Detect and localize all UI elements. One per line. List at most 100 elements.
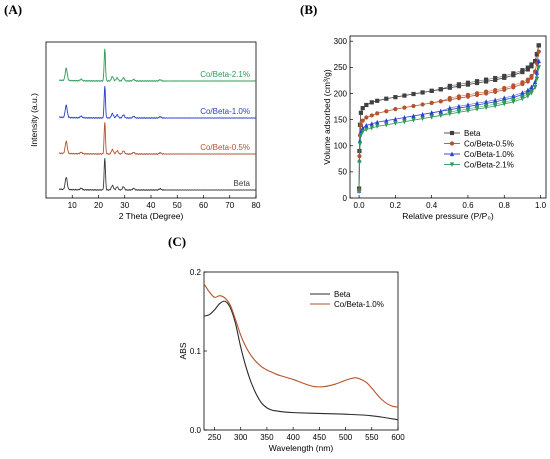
xrd-line-co-beta-2-1 (58, 48, 257, 82)
isotherm-point-co-beta-0-5 (393, 107, 398, 112)
xrd-x-tick-label: 30 (120, 201, 129, 210)
isotherm-desorption-point-co-beta-2-1 (520, 94, 525, 100)
isotherm-desorption-point-beta (502, 73, 507, 79)
xrd-x-tick-label: 80 (252, 201, 261, 210)
isotherm-desorption-point-co-beta-0-5 (429, 100, 434, 105)
isotherm-point-co-beta-0-5 (369, 113, 374, 118)
isotherm-desorption-point-co-beta-1-0 (536, 58, 541, 64)
isotherm-legend-label-co-beta-1-0: Co/Beta-1.0% (464, 150, 514, 159)
uvvis-ticks: 0.0 0.1 0.2 250 300 350 400 450 500 550 600 (190, 268, 405, 442)
isotherm-desorption-point-beta (529, 62, 534, 67)
isotherm-desorption-point-co-beta-2-1 (429, 114, 434, 120)
isotherm-point-co-beta-2-1 (411, 118, 416, 123)
panel-c-label: (C) (168, 234, 186, 249)
uvvis-plot-frame (203, 271, 399, 431)
isotherm-point-co-beta-0-5 (420, 102, 425, 107)
isotherm-desorption-point-co-beta-1-0 (511, 93, 516, 98)
xrd-x-ticks: 10 20 30 40 50 60 70 80 (68, 195, 261, 210)
isotherm-legend-marker-co-beta-2-1 (449, 162, 455, 167)
isotherm-point-co-beta-2-1 (358, 133, 363, 138)
isotherm-desorption-point-co-beta-2-1 (456, 108, 461, 113)
xrd-line-beta (58, 158, 257, 191)
isotherm-y-tick-label: 250 (334, 63, 348, 72)
uvvis-x-tick-label: 450 (313, 433, 327, 442)
isotherm-point-beta (369, 100, 374, 105)
uvvis-x-tick-label: 600 (391, 433, 405, 442)
uvvis-line-co-beta-1-0 (203, 283, 399, 408)
isotherm-point-co-beta-1-0 (360, 125, 365, 131)
isotherm-desorption-point-co-beta-2-1 (502, 100, 507, 105)
isotherm-x-axis-title: Relative pressure (P/P₀) (402, 211, 494, 221)
isotherm-desorption-point-co-beta-0-5 (529, 73, 534, 79)
uvvis-chart: 0.0 0.1 0.2 250 300 350 400 450 500 550 600 BetaCo… (178, 268, 405, 453)
isotherm-y-tick-label: 100 (334, 142, 348, 151)
isotherm-desorption-point-beta (534, 52, 540, 57)
isotherm-desorption-point-co-beta-2-1 (474, 105, 480, 110)
xrd-series-group (58, 48, 257, 191)
isotherm-desorption-point-co-beta-2-1 (493, 102, 498, 107)
isotherm-ticks: 0 50 100 150 200 250 300 0.0 0.2 0.4 0.6 0.8 1.0 (334, 37, 547, 210)
isotherm-point-co-beta-2-1 (384, 122, 389, 128)
isotherm-desorption-point-co-beta-0-5 (465, 92, 471, 97)
isotherm-desorption-point-co-beta-0-5 (456, 94, 461, 99)
isotherm-desorption-point-co-beta-1-0 (429, 110, 434, 115)
isotherm-desorption-point-co-beta-1-0 (456, 103, 461, 109)
xrd-x-tick-label: 60 (199, 201, 208, 210)
isotherm-point-co-beta-1-0 (364, 122, 369, 128)
isotherm-desorption-point-co-beta-2-1 (525, 92, 530, 97)
isotherm-desorption-point-co-beta-2-1 (536, 65, 541, 70)
uvvis-line-beta (203, 300, 399, 421)
xrd-label-co-beta-1-0: Co/Beta-1.0% (200, 107, 250, 116)
isotherm-point-co-beta-0-5 (411, 103, 416, 109)
isotherm-desorption-point-co-beta-2-1 (465, 106, 471, 112)
isotherm-x-tick-label: 1.0 (535, 201, 547, 210)
xrd-x-tick-label: 70 (225, 201, 234, 210)
isotherm-desorption-point-co-beta-2-1 (484, 103, 489, 109)
isotherm-desorption-point-co-beta-1-0 (525, 87, 530, 93)
isotherm-desorption-point-co-beta-0-5 (484, 89, 489, 94)
isotherm-desorption-point-beta (533, 58, 538, 64)
isotherm-point-co-beta-2-1 (402, 119, 407, 125)
isotherm-desorption-point-beta (493, 75, 498, 81)
isotherm-desorption-point-co-beta-2-1 (447, 109, 452, 115)
isotherm-point-co-beta-0-5 (402, 105, 407, 110)
isotherm-desorption-point-co-beta-1-0 (438, 108, 443, 114)
uvvis-legend-label-beta: Beta (334, 290, 351, 299)
isotherm-desorption-point-beta (525, 65, 530, 70)
isotherm-point-co-beta-1-0 (402, 115, 407, 120)
isotherm-desorption-point-co-beta-2-1 (438, 113, 443, 118)
isotherm-legend-marker-beta (449, 130, 455, 136)
isotherm-desorption-point-co-beta-0-5 (525, 77, 530, 82)
isotherm-desorption-point-beta (520, 68, 525, 73)
xrd-plot-frame (45, 41, 257, 199)
isotherm-desorption-point-co-beta-1-0 (465, 102, 471, 107)
uvvis-x-tick-label: 250 (208, 433, 222, 442)
isotherm-point-co-beta-1-0 (393, 116, 398, 122)
isotherm-x-tick-label: 0.6 (462, 201, 474, 210)
isotherm-desorption-point-co-beta-2-1 (511, 97, 516, 103)
isotherm-point-co-beta-2-1 (357, 142, 363, 147)
isotherm-y-tick-label: 300 (334, 37, 348, 46)
isotherm-desorption-point-beta (438, 87, 443, 92)
isotherm-point-beta (384, 96, 389, 101)
isotherm-series-group (356, 43, 541, 195)
isotherm-point-beta (393, 95, 398, 100)
xrd-line-co-beta-0-5 (58, 122, 257, 155)
uvvis-y-tick-label: 0.0 (190, 426, 202, 435)
isotherm-point-beta (375, 98, 380, 103)
xrd-label-beta: Beta (234, 179, 251, 188)
uvvis-y-tick-label: 0.1 (190, 347, 202, 356)
isotherm-point-co-beta-2-1 (420, 116, 425, 122)
xrd-x-tick-label: 20 (94, 201, 103, 210)
isotherm-y-tick-label: 0 (343, 194, 348, 203)
isotherm-desorption-point-co-beta-1-0 (502, 95, 507, 101)
uvvis-y-tick-label: 0.2 (190, 268, 202, 277)
isotherm-point-co-beta-1-0 (369, 121, 374, 126)
isotherm-x-tick-label: 0.8 (499, 201, 511, 210)
isotherm-desorption-point-co-beta-0-5 (474, 91, 480, 96)
isotherm-desorption-point-beta (484, 77, 489, 82)
uvvis-x-tick-label: 350 (260, 433, 274, 442)
isotherm-desorption-point-co-beta-1-0 (484, 99, 489, 104)
uvvis-x-axis-title: Wavelength (nm) (269, 443, 334, 453)
